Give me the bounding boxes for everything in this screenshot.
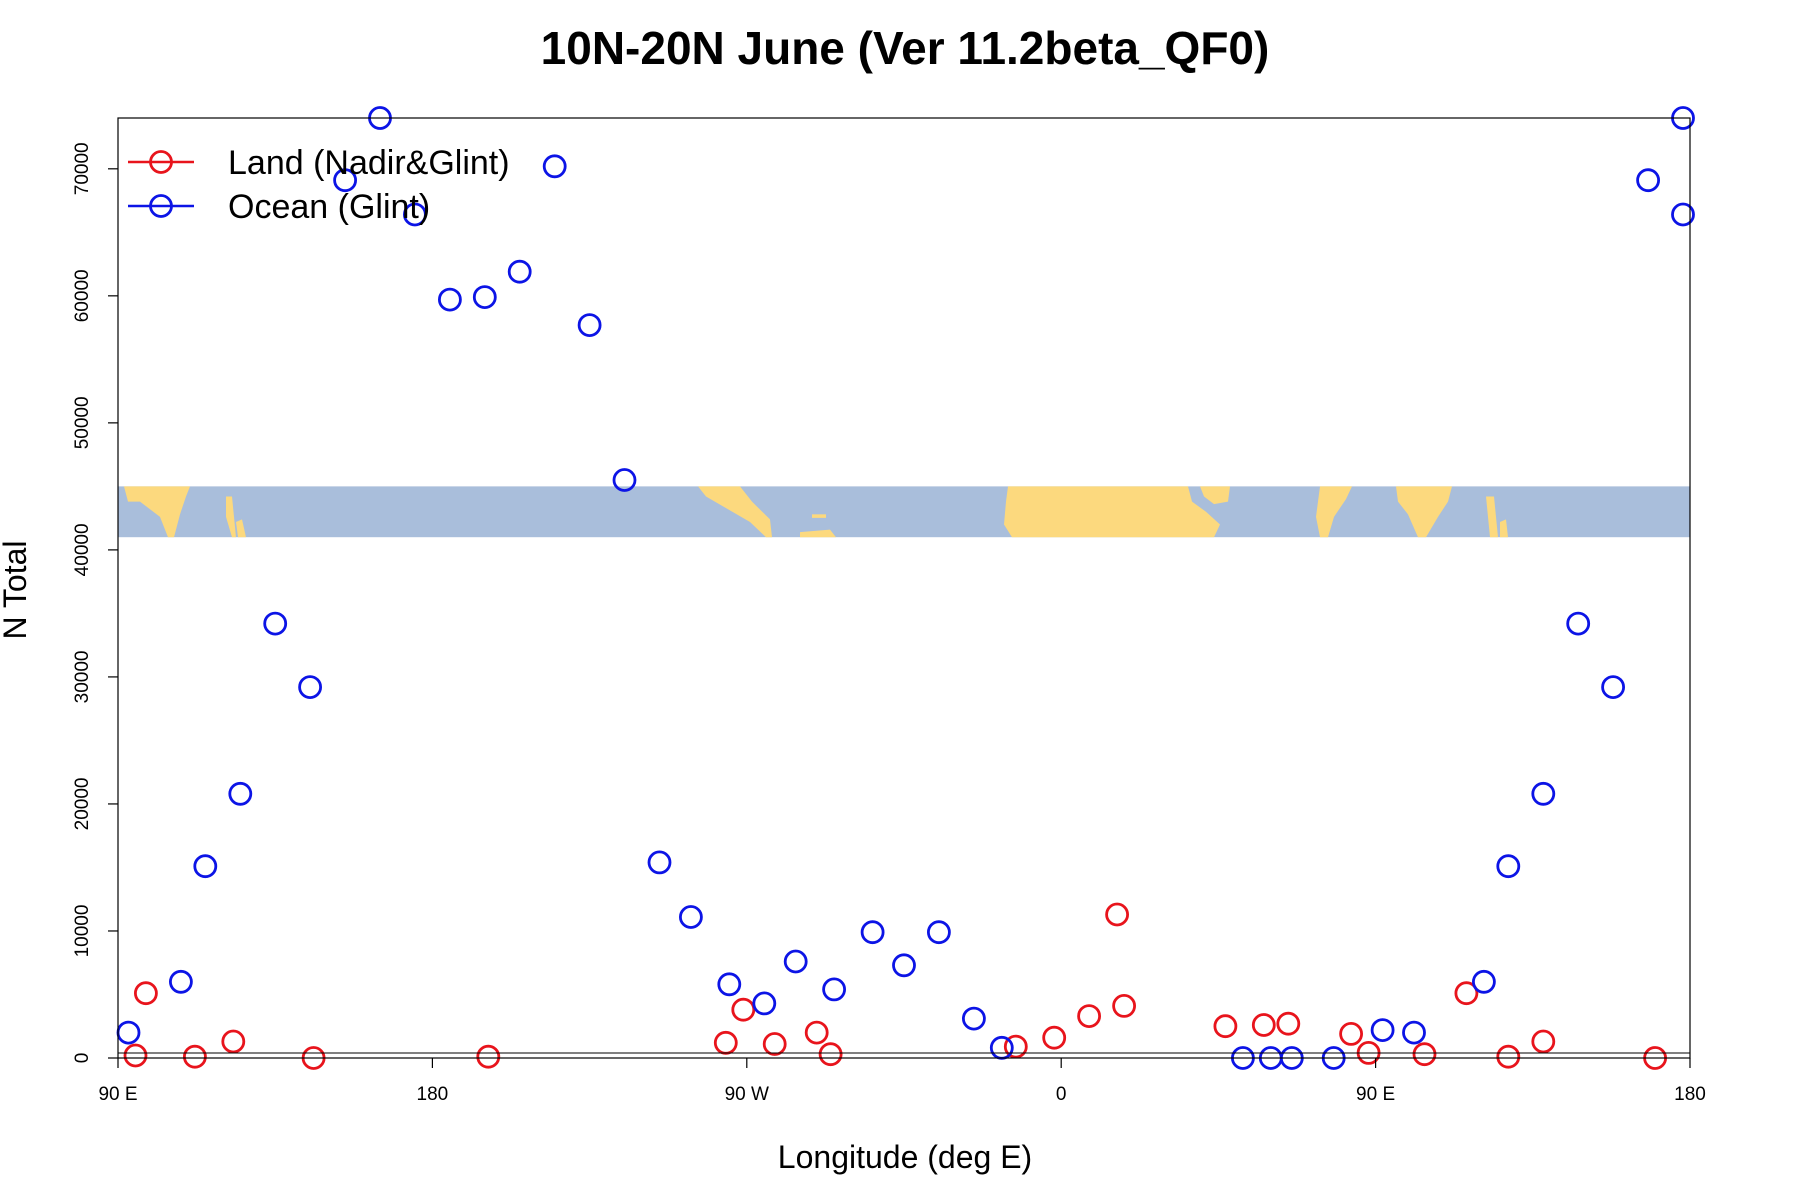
ocean-data-point	[962, 1006, 986, 1031]
ocean-data-point	[679, 905, 703, 929]
y-tick-label: 10000	[72, 905, 93, 958]
land-data-point	[731, 997, 756, 1022]
legend-land-marker	[149, 150, 173, 174]
map-land-shape	[226, 496, 236, 538]
map-ocean-band	[118, 486, 1690, 538]
ocean-data-point	[1531, 781, 1556, 806]
land-data-point	[762, 1032, 787, 1056]
y-tick-label: 70000	[72, 142, 93, 195]
chart-title: 10N-20N June (Ver 11.2beta_QF0)	[541, 22, 1270, 74]
land-data-point	[1077, 1004, 1101, 1028]
x-tick-label: 180	[417, 1084, 449, 1105]
x-tick-label: 0	[1056, 1084, 1067, 1105]
ocean-data-point	[647, 850, 672, 875]
ocean-data-point	[542, 154, 567, 179]
land-data-point	[1251, 1013, 1276, 1037]
ocean-data-point	[822, 977, 846, 1002]
ocean-data-point	[1370, 1018, 1395, 1042]
map-land-shape	[1200, 486, 1230, 505]
ocean-data-point	[507, 259, 532, 284]
legend-ocean-marker	[149, 194, 173, 218]
map-land-shape	[236, 519, 246, 538]
ocean-data-point	[402, 202, 427, 227]
y-axis-label: N Total	[0, 540, 33, 639]
ocean-data-point	[228, 781, 253, 806]
ocean-data-point	[333, 168, 358, 193]
ocean-data-point	[1601, 675, 1625, 699]
data-points	[116, 106, 1695, 1070]
ocean-data-point	[989, 1035, 1014, 1060]
land-data-point	[804, 1020, 829, 1045]
ocean-data-point	[1566, 611, 1591, 636]
y-tick-label: 50000	[72, 396, 93, 449]
ocean-data-point	[116, 1020, 141, 1045]
map-land-shape	[1396, 486, 1452, 538]
x-axis-label: Longitude (deg E)	[778, 1139, 1032, 1175]
y-tick-label: 60000	[72, 269, 93, 322]
land-data-point	[818, 1042, 843, 1067]
y-tick-label: 40000	[72, 523, 93, 576]
ocean-data-point	[168, 969, 193, 994]
legend: Land (Nadir&Glint) Ocean (Glint)	[128, 144, 510, 226]
legend-entry-ocean: Ocean (Glint)	[128, 188, 430, 226]
map-land-shape	[1486, 496, 1498, 538]
map-land-shape	[124, 486, 190, 538]
ocean-data-point	[1636, 168, 1660, 193]
y-tick-label: 0	[72, 1053, 93, 1064]
land-data-point	[1105, 902, 1129, 927]
map-land-shape	[1500, 519, 1508, 538]
ocean-data-point	[298, 675, 323, 699]
legend-ocean-label: Ocean (Glint)	[228, 188, 430, 226]
ocean-data-point	[1472, 969, 1496, 994]
x-tick-label: 90 E	[1356, 1084, 1395, 1105]
land-data-point	[1339, 1022, 1363, 1046]
axes: 90 E 180 90 W 0 90 E 180 0 10000 20000 30000 40000…	[72, 117, 1706, 1105]
land-data-point	[133, 981, 158, 1006]
land-data-point	[1213, 1014, 1238, 1039]
ocean-data-point	[612, 468, 637, 492]
land-data-point	[1454, 981, 1479, 1006]
ocean-data-point	[717, 972, 742, 997]
land-data-point	[182, 1044, 207, 1069]
land-data-point	[1276, 1011, 1301, 1036]
land-data-point	[221, 1029, 246, 1054]
land-data-point	[1112, 994, 1136, 1018]
land-data-point	[1496, 1044, 1521, 1069]
map-land-shape	[698, 486, 772, 538]
legend-entry-land: Land (Nadir&Glint)	[128, 144, 510, 182]
y-tick-label: 30000	[72, 650, 93, 703]
world-map-strip	[118, 486, 1690, 538]
ocean-data-point	[1402, 1020, 1426, 1045]
ocean-data-point	[860, 920, 885, 945]
ocean-data-point	[1496, 854, 1521, 879]
ocean-data-point	[437, 287, 462, 312]
land-data-point	[1412, 1042, 1437, 1067]
map-land-shape	[1004, 486, 1220, 538]
land-data-point	[1003, 1034, 1028, 1059]
ocean-data-point	[927, 920, 951, 945]
ocean-data-point	[193, 854, 218, 879]
map-land-shape	[1316, 486, 1352, 538]
ocean-data-point	[472, 285, 497, 310]
ocean-data-point	[783, 949, 808, 974]
land-data-point	[476, 1044, 501, 1069]
ocean-data-point	[752, 991, 777, 1016]
map-land-shape	[800, 529, 836, 538]
x-tick-label: 180	[1674, 1084, 1706, 1105]
ocean-data-point	[577, 313, 602, 338]
ocean-data-point	[892, 953, 916, 978]
y-tick-label: 20000	[72, 778, 93, 831]
ocean-data-point	[263, 611, 288, 636]
land-data-point	[1042, 1025, 1067, 1050]
x-tick-label: 90 W	[725, 1084, 769, 1105]
ocean-data-point	[1671, 202, 1695, 227]
land-data-point	[713, 1030, 738, 1055]
land-data-point	[1531, 1029, 1556, 1054]
plot-frame	[117, 117, 1691, 1059]
legend-land-label: Land (Nadir&Glint)	[228, 144, 510, 182]
map-land-shape	[812, 514, 826, 518]
land-data-point	[123, 1043, 148, 1068]
x-tick-label: 90 E	[98, 1084, 137, 1105]
